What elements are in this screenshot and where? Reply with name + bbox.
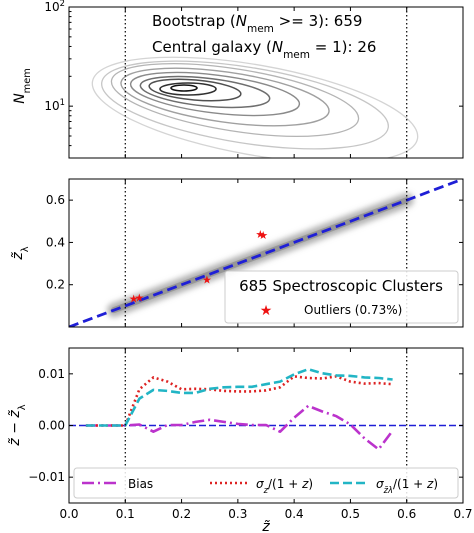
top-axes-frame [68,6,464,159]
middle-legend-entry-outliers: Outliers (0.73%) [304,303,402,317]
outlier-point-0: ★ [129,292,139,305]
middle-legend: 685 Spectroscopic Clusters ★ Outliers (0… [224,270,459,324]
series-line-1 [85,375,393,427]
bottom-ticks: 0.0 0.1 0.2 0.3 0.4 0.5 0.6 0.7 −0.01 0.00 0.01 [28,348,473,521]
legend-label-2: σz̃λ/(1 + z) [376,477,438,495]
top-vlines [124,7,408,158]
bot-y-tick-label: 0.01 [38,367,65,381]
legend-label-0: Bias [128,477,153,491]
contour-level-7 [148,78,242,102]
one-to-one-line [69,179,463,327]
x-tick-label: 0.4 [285,507,304,521]
middle-ticks: 0.2 0.4 0.6 [46,179,464,327]
top-y-ticks: 101 102 [44,0,464,159]
bottom-legend-box [73,467,459,499]
outlier-points: ★★★★★ [129,228,268,305]
contour-level-9 [170,84,198,92]
x-tick-label: 0.7 [453,507,472,521]
legend-label-1: σz/(1 + z) [256,477,313,495]
bottom-legend-entries: Bias σz/(1 + z) σz̃λ/(1 + z) [82,477,438,495]
top-y-tick-label: 102 [44,0,65,14]
contour-level-8 [159,82,217,96]
panel-bottom: 0.0 0.1 0.2 0.3 0.4 0.5 0.6 0.7 −0.01 0.00 0.01 z̃… [7,347,473,533]
x-tick-label: 0.6 [397,507,416,521]
contour-level-3 [110,63,360,137]
x-tick-label: 0.1 [116,507,135,521]
middle-legend-title: 685 Spectroscopic Clusters [239,277,443,295]
contour-level-6 [139,75,271,109]
outlier-point-3: ★ [255,228,265,241]
top-y-axis-label: Nmem [12,68,33,104]
annotation-bootstrap: Bootstrap (Nmem >= 3): 659 [152,12,362,35]
bottom-legend: Bias σz/(1 + z) σz̃λ/(1 + z) [73,467,459,499]
panel-top: 101 102 Bootstrap (Nmem >= 3): 659 Central… [12,0,464,159]
bot-y-tick-label: 0.00 [38,419,65,433]
middle-vlines [124,179,408,327]
bot-y-tick-label: −0.01 [28,470,65,484]
x-tick-label: 0.3 [228,507,247,521]
top-y-tick-label: 101 [44,97,65,113]
annotation-central-galaxy: Central galaxy (Nmem = 1): 26 [152,38,376,61]
middle-y-axis-label: z̃λ [10,246,31,260]
contour-level-4 [120,67,330,127]
contour-level-1 [91,56,419,158]
top-annotations: Bootstrap (Nmem >= 3): 659 Central galaxy… [152,12,376,61]
x-axis-label: z̃ [261,519,270,533]
outlier-star-icon: ★ [260,303,273,319]
mid-y-tick-label: 0.6 [46,193,65,207]
mid-y-tick-label: 0.4 [46,235,65,249]
outlier-point-4: ★ [258,229,268,242]
x-tick-label: 0.0 [59,507,78,521]
series-line-0 [85,404,394,451]
contour-level-2 [101,60,389,150]
outlier-point-1: ★ [134,291,144,304]
mid-y-tick-label: 0.2 [46,278,65,292]
middle-axes-frame [68,178,464,328]
bottom-y-axis-label: z̃ − z̃λ [7,404,28,446]
panel-middle: ★★★★★ 0.20.40.6 z̃λ 685 Spectroscopic Cl… [10,178,464,328]
x-tick-label: 0.2 [172,507,191,521]
bottom-series [85,367,394,451]
contour-level-5 [129,71,301,117]
density-contours [91,56,419,158]
series-line-2 [85,367,393,427]
middle-legend-box [224,270,459,324]
outlier-point-2: ★ [202,273,212,286]
x-tick-label: 0.5 [341,507,360,521]
